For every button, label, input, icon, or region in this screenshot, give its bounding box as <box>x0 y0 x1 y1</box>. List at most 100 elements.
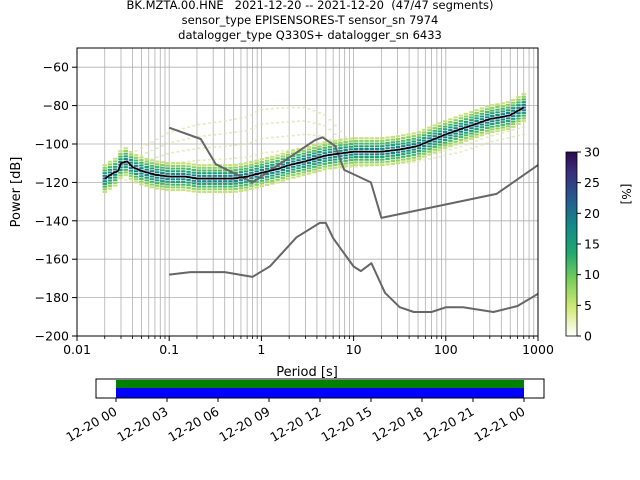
density-cell-faint <box>166 142 170 145</box>
density-cell-faint <box>469 142 473 144</box>
density-cell <box>149 183 155 186</box>
density-cell <box>312 171 317 174</box>
density-cell <box>128 153 134 156</box>
density-cell <box>264 165 270 168</box>
x-tick-label: 1000 <box>522 342 554 357</box>
density-cell <box>301 168 306 171</box>
density-cell <box>154 171 160 174</box>
density-cell-faint <box>281 135 285 138</box>
density-cell <box>175 186 181 189</box>
density-cell <box>338 144 343 147</box>
density-cell <box>191 166 196 169</box>
density-cell <box>395 137 401 140</box>
density-cell-faint <box>354 149 358 152</box>
density-cell <box>458 119 464 122</box>
density-cell <box>416 133 422 136</box>
density-cell-faint <box>302 120 306 122</box>
density-cell <box>448 123 453 126</box>
density-cell <box>149 162 155 165</box>
density-cell-faint <box>307 108 311 110</box>
density-cell <box>118 174 123 177</box>
density-cell-faint <box>145 144 149 146</box>
density-cell-faint <box>506 137 510 139</box>
density-cell-faint <box>255 125 259 128</box>
nhnm-line <box>168 126 539 219</box>
density-cell <box>495 111 500 114</box>
density-cell <box>479 128 485 131</box>
density-cell <box>463 134 469 137</box>
density-cell <box>123 152 128 155</box>
density-cell-faint <box>139 154 143 156</box>
density-cell <box>228 191 233 193</box>
density-cell-faint <box>181 150 185 152</box>
y-tick-label: −140 <box>35 213 69 228</box>
density-cell <box>312 152 317 155</box>
density-cell <box>484 110 490 113</box>
density-cell <box>385 144 390 147</box>
timeline-tick-label: 12-20 12 <box>267 404 323 445</box>
density-cell <box>154 163 160 166</box>
density-cell <box>238 187 244 190</box>
density-cell <box>463 120 469 123</box>
density-cell <box>160 172 165 175</box>
density-cell <box>154 187 160 190</box>
density-cell <box>196 164 202 167</box>
density-cell-faint <box>443 150 447 152</box>
density-cell <box>484 129 490 132</box>
density-cell <box>154 160 160 163</box>
density-cell <box>495 124 500 127</box>
colorbar-tick-label: 25 <box>584 175 600 190</box>
density-cell-faint <box>108 178 112 181</box>
density-cell <box>505 122 511 125</box>
density-cell-faint <box>448 148 452 151</box>
density-cell <box>301 166 306 169</box>
density-cell <box>511 109 516 112</box>
density-cell <box>516 106 521 109</box>
density-cell-faint <box>522 133 526 136</box>
density-cell-faint <box>307 133 311 136</box>
density-cell <box>479 134 485 137</box>
density-cell <box>432 124 437 127</box>
density-cell-faint <box>234 131 238 133</box>
density-cell <box>416 155 422 158</box>
density-cell <box>332 150 338 153</box>
chart-title-line-1: BK.MZTA.00.HNE 2021-12-20 -- 2021-12-20 … <box>126 0 494 12</box>
density-cell <box>118 158 123 161</box>
density-cell <box>353 153 359 156</box>
density-cell <box>254 167 259 170</box>
density-cell <box>448 126 453 129</box>
density-cell <box>259 166 265 169</box>
density-cell <box>133 172 139 175</box>
density-cell-faint <box>365 165 369 167</box>
density-cell <box>312 155 317 158</box>
density-cell-faint <box>255 154 259 156</box>
density-cell <box>275 173 280 176</box>
density-cell <box>406 157 411 160</box>
density-cell <box>353 156 359 159</box>
density-cell <box>296 167 301 170</box>
density-cell <box>395 156 401 159</box>
density-cell-faint <box>155 183 159 186</box>
density-cell <box>270 177 275 180</box>
density-cell <box>343 143 348 146</box>
density-cell <box>243 186 249 189</box>
density-cell <box>186 170 191 173</box>
density-cell <box>170 183 176 186</box>
density-cell <box>191 179 196 182</box>
density-cell <box>385 155 390 158</box>
density-cell-faint <box>260 181 264 184</box>
density-cell <box>133 156 139 159</box>
density-cell <box>175 178 181 181</box>
density-cell <box>463 131 469 134</box>
density-cell-faint <box>218 120 222 123</box>
density-cell <box>301 157 306 160</box>
density-cell-faint <box>407 150 411 153</box>
density-cell-faint <box>150 149 154 152</box>
colorbar-label: [%] <box>619 184 633 205</box>
density-cell <box>107 168 113 171</box>
density-cell <box>406 152 411 155</box>
density-cell <box>217 174 223 177</box>
density-cell <box>479 123 485 126</box>
density-cell <box>306 167 312 170</box>
density-cell <box>301 152 306 155</box>
